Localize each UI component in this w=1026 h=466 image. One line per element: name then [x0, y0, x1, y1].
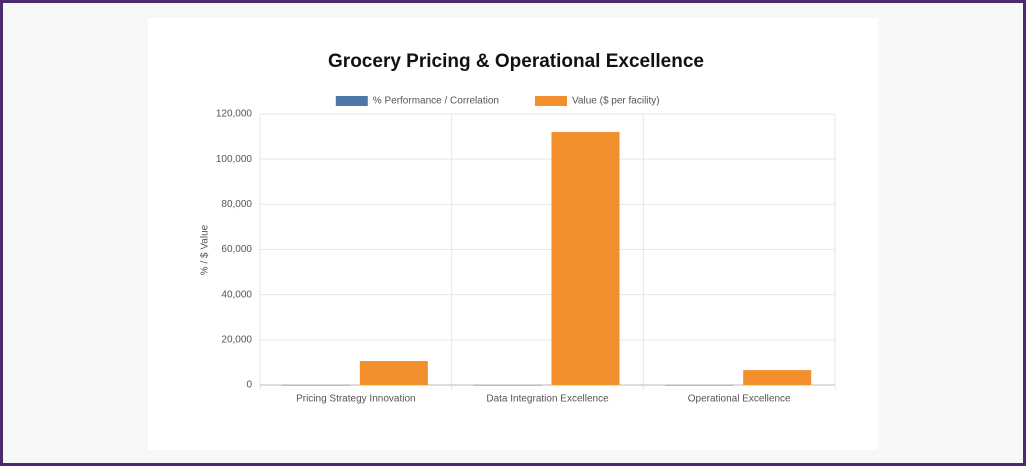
legend-swatch — [335, 96, 368, 106]
y-tick-label: 40,000 — [221, 289, 252, 300]
bar — [359, 361, 428, 385]
y-tick-label: 120,000 — [216, 109, 253, 120]
chart-title: Grocery Pricing & Operational Excellence — [328, 51, 704, 72]
bar — [281, 384, 350, 386]
legend-label: % Performance / Correlation — [373, 96, 499, 107]
bar — [551, 132, 620, 385]
bar — [665, 384, 734, 386]
bar — [473, 384, 542, 386]
y-tick-label: 20,000 — [221, 334, 252, 345]
y-axis-title: % / $ Value — [200, 224, 211, 275]
bar — [743, 370, 812, 385]
y-tick-label: 100,000 — [216, 154, 253, 165]
x-tick-label: Data Integration Excellence — [486, 394, 609, 405]
y-tick-label: 0 — [246, 380, 252, 391]
y-tick-label: 80,000 — [221, 199, 252, 210]
x-tick-label: Operational Excellence — [688, 394, 791, 405]
legend-label: Value ($ per facility) — [572, 96, 660, 107]
y-tick-label: 60,000 — [221, 244, 252, 255]
legend-swatch — [535, 96, 567, 106]
x-tick-label: Pricing Strategy Innovation — [296, 394, 416, 405]
